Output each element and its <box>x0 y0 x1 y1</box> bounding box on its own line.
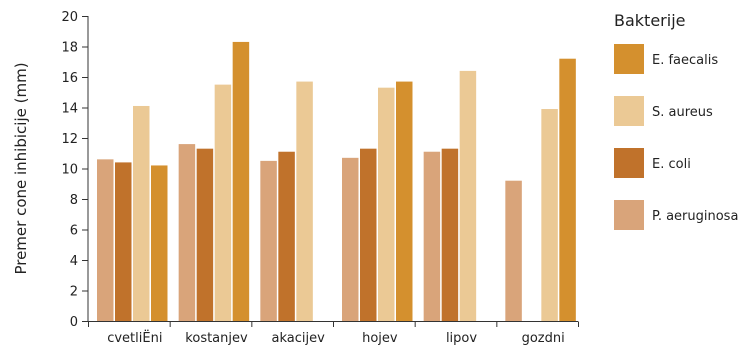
axes-group: 0 2 4 6 8 10 12 14 16 18 20 cvetliЁni kostanjev akaci… <box>61 10 579 345</box>
y-tick-label: 6 <box>70 224 78 239</box>
legend-swatch-p-aeruginosa <box>614 200 644 230</box>
legend-label-p-aeruginosa: P. aeruginosa <box>652 209 738 224</box>
bar-p-aeruginosa-cvetli-ni <box>97 159 114 321</box>
bar-e-coli-lipov <box>441 148 459 321</box>
bar-e-faecalis-kostanjev <box>232 41 250 322</box>
legend-swatch-e-coli <box>614 148 644 178</box>
legend-swatch-e-faecalis <box>614 44 644 74</box>
y-tick-label: 2 <box>70 285 78 300</box>
legend-label-e-faecalis: E. faecalis <box>652 53 718 68</box>
y-tick-label: 0 <box>70 315 78 330</box>
x-tick-label: cvetliЁni <box>107 330 162 345</box>
legend: Bakterije E. faecalis S. aureus E. coli P. a… <box>614 11 738 230</box>
y-tick-label: 12 <box>61 132 78 147</box>
bar-e-coli-hojev <box>360 148 377 321</box>
bar-p-aeruginosa-lipov <box>423 151 441 321</box>
bar-s-aureus-cvetli-ni <box>133 105 150 321</box>
bar-s-aureus-hojev <box>378 87 395 321</box>
x-tick-label: akacijev <box>272 331 326 345</box>
bar-e-coli-akacijev <box>278 151 295 321</box>
bar-s-aureus-akacijev <box>296 81 313 321</box>
x-tick-label: gozdni <box>522 331 565 345</box>
legend-label-s-aureus: S. aureus <box>652 105 713 120</box>
y-tick-label: 20 <box>61 10 78 25</box>
bar-e-faecalis-hojev <box>396 81 413 321</box>
y-tick-label: 4 <box>70 254 78 269</box>
bar-e-coli-cvetli-ni <box>115 162 132 321</box>
legend-swatch-s-aureus <box>614 96 644 126</box>
y-axis-title: Premer cone inhibicije (mm) <box>12 62 30 274</box>
bar-p-aeruginosa-akacijev <box>260 160 277 321</box>
bar-s-aureus-kostanjev <box>214 84 232 321</box>
y-tick-label: 8 <box>70 193 78 208</box>
bars-group <box>97 41 576 322</box>
legend-label-e-coli: E. coli <box>652 157 691 172</box>
bar-e-faecalis-cvetli-ni <box>151 165 168 321</box>
y-tick-label: 18 <box>61 41 78 56</box>
bar-e-coli-kostanjev <box>196 148 214 321</box>
y-tick-label: 10 <box>61 163 78 178</box>
bar-p-aeruginosa-gozdni <box>505 180 522 321</box>
bar-e-faecalis-gozdni <box>559 58 576 321</box>
y-tick-label: 16 <box>61 71 78 86</box>
bar-p-aeruginosa-kostanjev <box>178 144 196 321</box>
bar-s-aureus-lipov <box>459 70 477 322</box>
bar-p-aeruginosa-hojev <box>342 157 359 321</box>
x-tick-label: lipov <box>446 331 477 345</box>
x-tick-label: kostanjev <box>185 331 248 345</box>
legend-title: Bakterije <box>614 11 685 30</box>
bar-s-aureus-gozdni <box>541 109 558 322</box>
x-tick-label: hojev <box>362 331 398 345</box>
y-tick-label: 14 <box>61 102 78 117</box>
